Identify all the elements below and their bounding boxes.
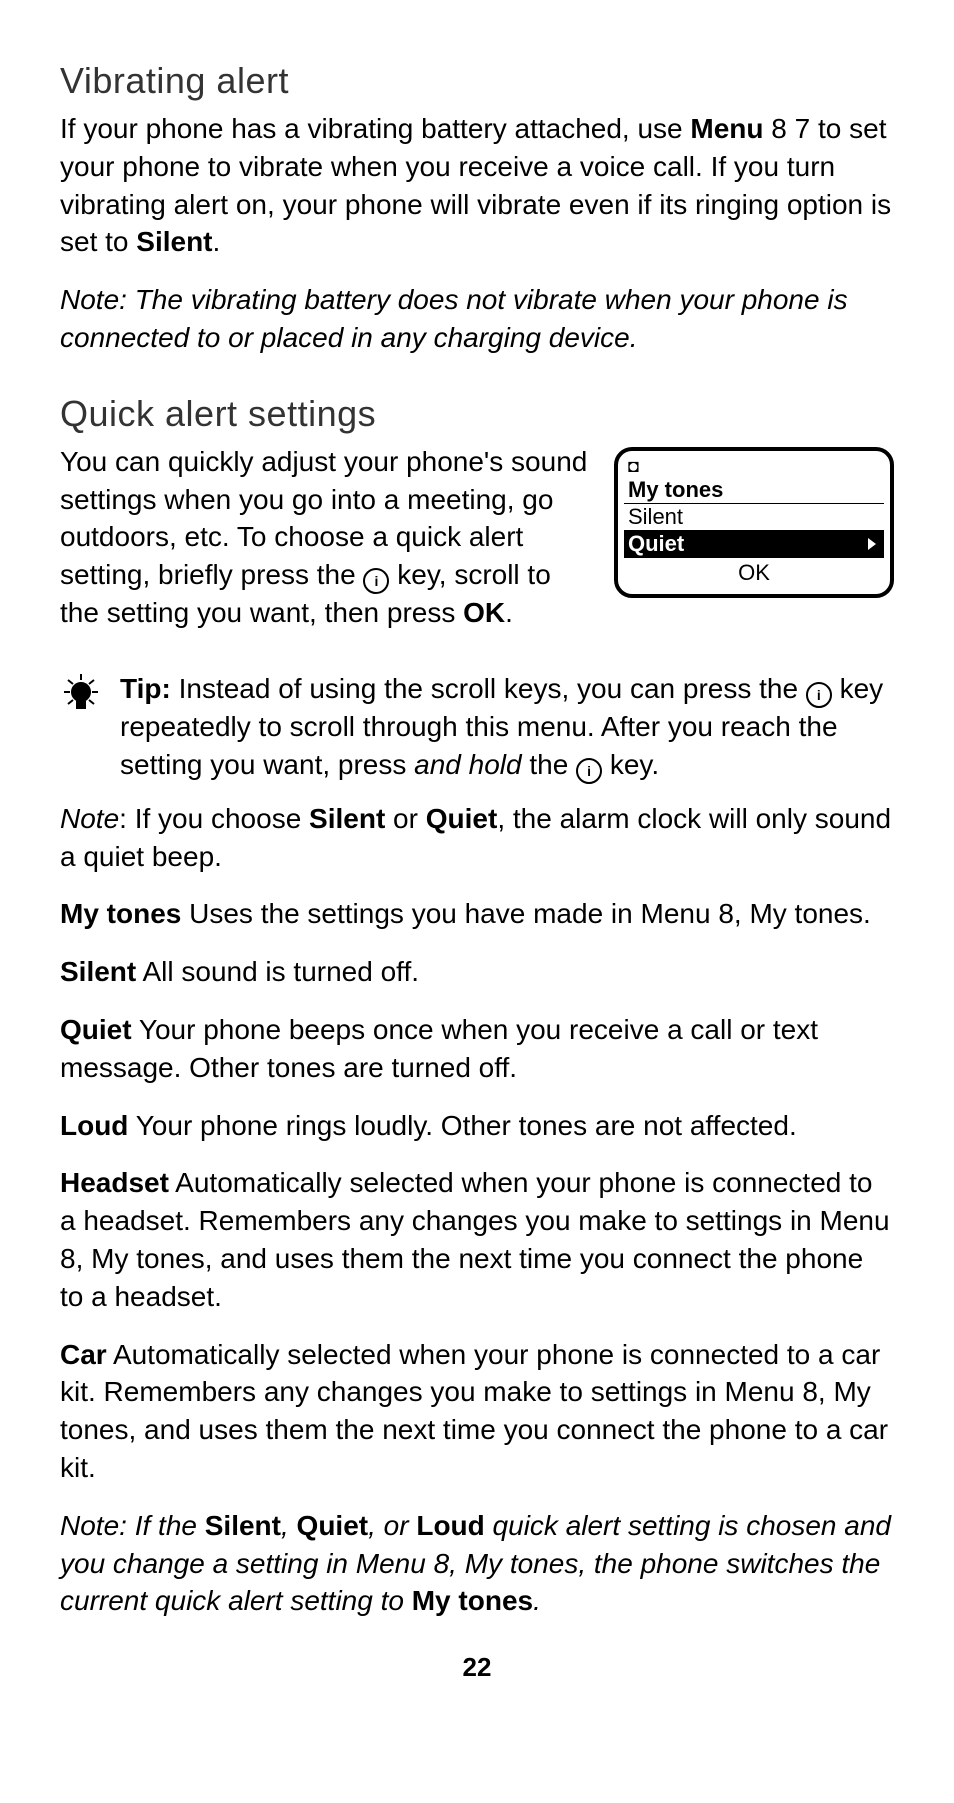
text: Instead of using the scroll keys, you ca…	[179, 673, 806, 704]
text: : If you choose	[119, 803, 309, 834]
desc-my-tones: My tones Uses the settings you have made…	[60, 895, 894, 933]
text: key.	[602, 749, 659, 780]
bold-loud: Loud	[416, 1510, 484, 1541]
power-key-icon: i	[576, 758, 602, 784]
text: the	[522, 749, 576, 780]
desc-silent: Silent All sound is turned off.	[60, 953, 894, 991]
screen-item-quiet-selected: Quiet	[624, 530, 884, 557]
label-headset: Headset	[60, 1167, 169, 1198]
note-vibrating: Note: The vibrating battery does not vib…	[60, 281, 894, 357]
tip-label: Tip:	[120, 673, 179, 704]
bold-quiet: Quiet	[297, 1510, 369, 1541]
para-quick-alert-intro: You can quickly adjust your phone's soun…	[60, 443, 590, 632]
label-silent: Silent	[60, 956, 136, 987]
note-silent-quiet: Note: If you choose Silent or Quiet, the…	[60, 800, 894, 876]
bold-quiet: Quiet	[426, 803, 498, 834]
tip-text: Tip: Instead of using the scroll keys, y…	[120, 670, 894, 784]
phone-screen-illustration: ◘ My tones Silent Quiet OK	[614, 447, 894, 598]
text: ,	[281, 1510, 297, 1541]
power-key-icon: i	[363, 568, 389, 594]
power-key-icon: i	[806, 682, 832, 708]
desc-car: Car Automatically selected when your pho…	[60, 1336, 894, 1487]
page-number: 22	[60, 1652, 894, 1683]
label-car: Car	[60, 1339, 107, 1370]
text: .	[533, 1585, 541, 1616]
text: or	[385, 803, 425, 834]
text: Automatically selected when your phone i…	[60, 1167, 890, 1311]
screen-footer-ok: OK	[624, 557, 884, 586]
selection-arrow-icon	[868, 538, 876, 550]
screen-header-icon: ◘	[624, 457, 884, 475]
desc-headset: Headset Automatically selected when your…	[60, 1164, 894, 1315]
heading-quick-alert: Quick alert settings	[60, 393, 894, 435]
text: Your phone beeps once when you receive a…	[60, 1014, 818, 1083]
lightbulb-icon	[60, 670, 102, 784]
label-loud: Loud	[60, 1110, 128, 1141]
label-quiet: Quiet	[60, 1014, 132, 1045]
bold-silent: Silent	[205, 1510, 281, 1541]
text: .	[213, 226, 221, 257]
text: .	[505, 597, 513, 628]
screen-title: My tones	[624, 477, 884, 503]
bold-silent: Silent	[136, 226, 212, 257]
bold-my-tones: My tones	[412, 1585, 533, 1616]
text: Your phone rings loudly. Other tones are…	[128, 1110, 796, 1141]
text: If your phone has a vibrating battery at…	[60, 113, 690, 144]
screen-item-silent: Silent	[624, 503, 884, 530]
bold-silent: Silent	[309, 803, 385, 834]
note-final: Note: If the Silent, Quiet, or Loud quic…	[60, 1507, 894, 1620]
bold-ok: OK	[463, 597, 505, 628]
text: Uses the settings you have made in Menu …	[181, 898, 870, 929]
desc-quiet: Quiet Your phone beeps once when you rec…	[60, 1011, 894, 1087]
label-my-tones: My tones	[60, 898, 181, 929]
text: Automatically selected when your phone i…	[60, 1339, 888, 1483]
bold-menu: Menu	[690, 113, 763, 144]
italic-and-hold: and hold	[414, 749, 521, 780]
text: Note: If the	[60, 1510, 205, 1541]
text: All sound is turned off.	[136, 956, 419, 987]
para-vibrating-desc: If your phone has a vibrating battery at…	[60, 110, 894, 261]
heading-vibrating-alert: Vibrating alert	[60, 60, 894, 102]
desc-loud: Loud Your phone rings loudly. Other tone…	[60, 1107, 894, 1145]
text: , or	[368, 1510, 416, 1541]
note-label: Note	[60, 803, 119, 834]
screen-item-label: Quiet	[628, 531, 684, 557]
